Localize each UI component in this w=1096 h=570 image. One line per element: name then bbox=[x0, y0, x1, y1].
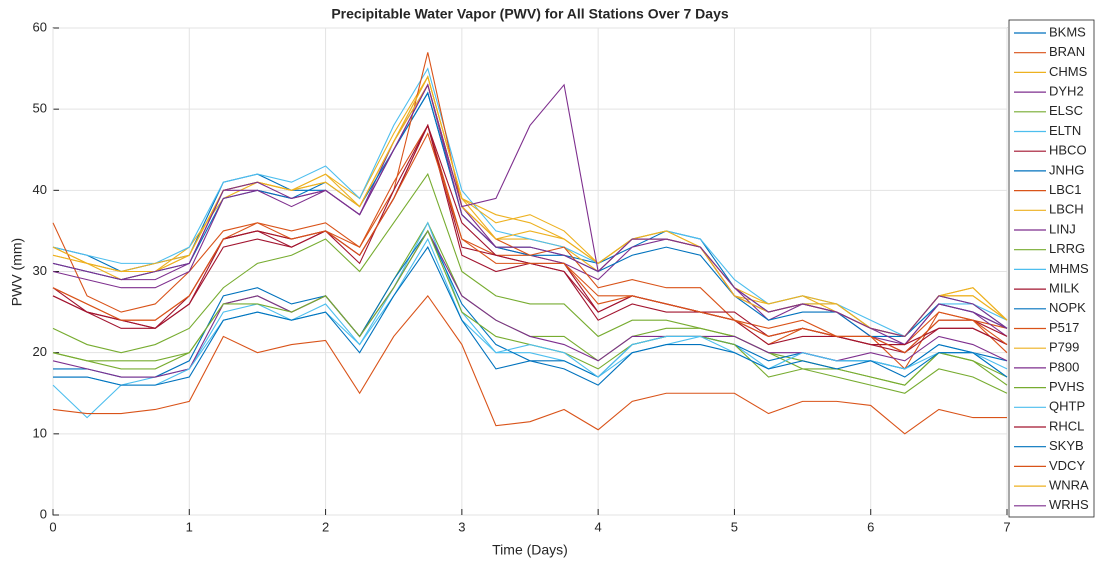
x-tick-label: 5 bbox=[731, 519, 738, 534]
legend-label: VDCY bbox=[1049, 458, 1085, 473]
legend-label: JNHG bbox=[1049, 162, 1084, 177]
legend-label: BRAN bbox=[1049, 44, 1085, 59]
x-tick-label: 1 bbox=[186, 519, 193, 534]
legend-label: MILK bbox=[1049, 281, 1080, 296]
legend-label: QHTP bbox=[1049, 399, 1085, 414]
x-tick-label: 7 bbox=[1003, 519, 1010, 534]
series-line bbox=[52, 132, 1008, 354]
y-tick-label: 60 bbox=[33, 19, 47, 34]
series-line bbox=[52, 294, 1007, 435]
y-tick-label: 10 bbox=[33, 425, 47, 440]
legend-label: MHMS bbox=[1049, 261, 1089, 276]
legend-label: LINJ bbox=[1049, 221, 1076, 236]
y-axis-label: PWV (mm) bbox=[9, 238, 25, 306]
lines bbox=[52, 52, 1008, 435]
legend-label: NOPK bbox=[1049, 300, 1086, 315]
legend-label: WRHS bbox=[1049, 497, 1089, 512]
legend-label: BKMS bbox=[1049, 24, 1086, 39]
x-axis-label: Time (Days) bbox=[492, 542, 568, 558]
x-tick-label: 4 bbox=[595, 519, 602, 534]
series-line bbox=[53, 237, 1008, 386]
x-tick-label: 2 bbox=[322, 519, 329, 534]
legend-label: LBC1 bbox=[1049, 182, 1082, 197]
y-tick-label: 40 bbox=[33, 182, 47, 197]
legend-label: DYH2 bbox=[1049, 84, 1084, 99]
legend-label: WNRA bbox=[1049, 478, 1089, 493]
y-tick-label: 0 bbox=[40, 506, 47, 521]
legend-label: ELSC bbox=[1049, 103, 1083, 118]
series-line bbox=[52, 67, 1008, 338]
legend-items: BKMS BRAN CHMS DYH2 ELSC ELTN HBCO JNHG LBC1 LBCH… bbox=[1014, 24, 1089, 512]
legend-label: LRRG bbox=[1049, 241, 1085, 256]
y-tick-label: 20 bbox=[33, 344, 47, 359]
y-tick-label: 30 bbox=[33, 263, 47, 278]
y-tick-label: 50 bbox=[33, 101, 47, 116]
chart-title: Precipitable Water Vapor (PWV) for All S… bbox=[331, 6, 729, 22]
legend-label: P800 bbox=[1049, 359, 1079, 374]
legend-label: CHMS bbox=[1049, 64, 1088, 79]
legend-label: HBCO bbox=[1049, 143, 1087, 158]
x-tick-label: 0 bbox=[49, 519, 56, 534]
series-line bbox=[52, 75, 1008, 338]
legend-label: P517 bbox=[1049, 320, 1079, 335]
series-line bbox=[52, 83, 1008, 338]
x-tick-label: 3 bbox=[458, 519, 465, 534]
legend-label: PVHS bbox=[1049, 379, 1085, 394]
legend-label: SKYB bbox=[1049, 438, 1084, 453]
legend bbox=[1008, 19, 1095, 518]
legend-label: LBCH bbox=[1049, 202, 1084, 217]
legend-label: ELTN bbox=[1049, 123, 1081, 138]
series-line bbox=[53, 246, 1008, 386]
x-tick-label: 6 bbox=[867, 519, 874, 534]
series-line bbox=[52, 229, 1008, 378]
grid: 0 10 20 30 40 50 60 0 1 2 3 4 5 6 7 bbox=[33, 19, 1011, 534]
legend-label: RHCL bbox=[1049, 418, 1084, 433]
legend-label: P799 bbox=[1049, 340, 1079, 355]
